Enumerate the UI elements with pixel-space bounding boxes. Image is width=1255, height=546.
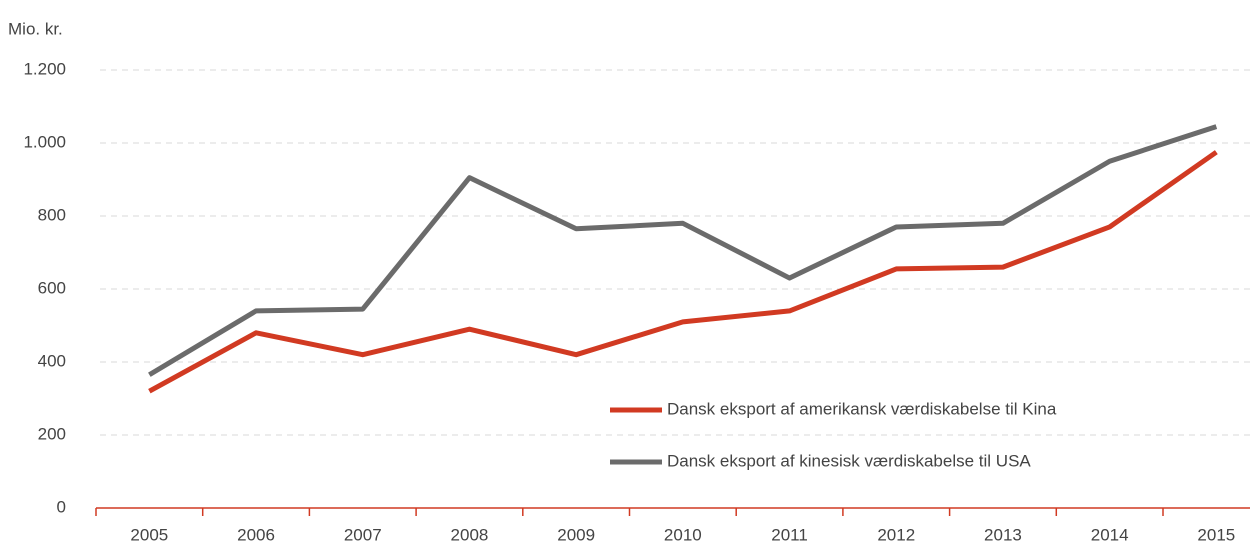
y-axis-label: Mio. kr. xyxy=(8,19,63,38)
x-tick-label: 2008 xyxy=(451,525,489,544)
x-tick-label: 2005 xyxy=(130,525,168,544)
x-tick-label: 2012 xyxy=(877,525,915,544)
y-tick-label: 200 xyxy=(38,424,66,443)
legend-label: Dansk eksport af amerikansk værdiskabels… xyxy=(667,399,1057,418)
y-tick-label: 1.000 xyxy=(23,132,66,151)
data-line xyxy=(148,124,1218,377)
x-tick-label: 2013 xyxy=(984,525,1022,544)
y-tick-label: 600 xyxy=(38,278,66,297)
x-tick-label: 2014 xyxy=(1091,525,1129,544)
x-tick-label: 2010 xyxy=(664,525,702,544)
data-line xyxy=(148,150,1218,394)
y-tick-label: 1.200 xyxy=(23,59,66,78)
y-tick-label: 0 xyxy=(57,497,66,516)
y-tick-label: 800 xyxy=(38,205,66,224)
x-tick-label: 2011 xyxy=(771,525,808,544)
x-tick-label: 2015 xyxy=(1197,525,1235,544)
x-tick-label: 2007 xyxy=(344,525,382,544)
x-tick-label: 2009 xyxy=(557,525,595,544)
x-tick-label: 2006 xyxy=(237,525,275,544)
y-tick-label: 400 xyxy=(38,351,66,370)
legend-label: Dansk eksport af kinesisk værdiskabelse … xyxy=(667,451,1031,470)
